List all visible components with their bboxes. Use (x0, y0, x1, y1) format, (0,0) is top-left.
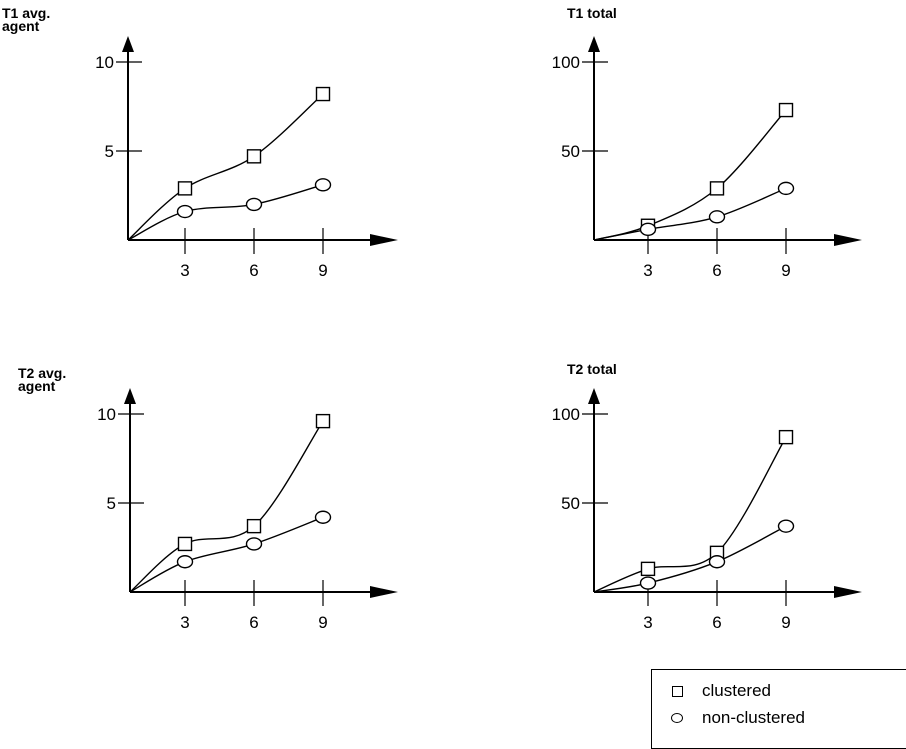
x-tick-label: 3 (180, 613, 189, 632)
legend-label-non-clustered: non-clustered (702, 708, 806, 727)
x-axis-arrow-icon (834, 234, 862, 246)
y-axis-label: T2 total (567, 361, 617, 377)
data-point-non-clustered (176, 555, 194, 569)
chart-panel-3: T2 avg.agent 5 10 3 6 9 (18, 365, 398, 632)
data-point-non-clustered (639, 222, 657, 237)
x-tick-label: 6 (712, 261, 721, 280)
data-point-clustered (246, 518, 262, 534)
x-tick-label: 6 (249, 261, 258, 280)
data-point-non-clustered (314, 178, 332, 192)
y-tick-label: 50 (561, 494, 580, 513)
y-tick-label: 10 (95, 53, 114, 72)
y-tick-label: 10 (97, 405, 116, 424)
chart-panel-4: T2 total 50 100 3 6 9 (552, 361, 862, 632)
data-point-clustered (709, 181, 725, 196)
y-tick-label: 5 (107, 494, 116, 513)
data-point-clustered (640, 561, 656, 577)
y-axis-arrow-icon (588, 36, 600, 52)
data-point-non-clustered (708, 555, 726, 569)
circle-marker-icon (671, 713, 683, 723)
y-axis-label: T1 total (567, 5, 617, 21)
legend: clustered non-clustered (651, 669, 906, 749)
data-point-non-clustered (314, 510, 332, 524)
y-axis-label: agent (18, 378, 56, 394)
data-point-clustered (315, 86, 331, 102)
data-point-clustered (778, 429, 794, 445)
y-tick-label: 5 (105, 142, 114, 161)
chart-panel-2: T1 total 50 100 3 6 9 (552, 5, 862, 280)
series-line-non-clustered (593, 187, 787, 241)
legend-item-non-clustered: non-clustered (652, 707, 805, 729)
y-axis-arrow-icon (124, 388, 136, 404)
x-tick-label: 9 (318, 261, 327, 280)
y-tick-label: 50 (561, 142, 580, 161)
x-axis-arrow-icon (834, 586, 862, 598)
x-tick-label: 9 (318, 613, 327, 632)
data-point-clustered (315, 413, 331, 429)
y-tick-label: 100 (552, 53, 580, 72)
y-axis-arrow-icon (122, 36, 134, 52)
data-point-non-clustered (777, 181, 795, 196)
x-tick-label: 3 (643, 613, 652, 632)
x-tick-label: 6 (712, 613, 721, 632)
series-line-clustered (593, 436, 787, 593)
y-axis-label: T2 avg. (18, 365, 66, 381)
x-tick-label: 3 (180, 261, 189, 280)
legend-item-clustered: clustered (652, 680, 771, 702)
data-point-non-clustered (777, 519, 795, 533)
x-tick-label: 9 (781, 613, 790, 632)
x-axis-arrow-icon (370, 586, 398, 598)
series-line-non-clustered (129, 516, 324, 593)
x-tick-label: 9 (781, 261, 790, 280)
data-point-non-clustered (245, 537, 263, 551)
data-point-clustered (177, 181, 193, 196)
y-axis-label: agent (2, 18, 40, 34)
x-axis-arrow-icon (370, 234, 398, 246)
data-point-non-clustered (708, 210, 726, 224)
data-point-clustered (778, 102, 794, 118)
data-point-clustered (177, 536, 193, 552)
y-axis-label: T1 avg. (2, 5, 50, 21)
y-tick-label: 100 (552, 405, 580, 424)
series-line-clustered (593, 109, 787, 241)
x-tick-label: 6 (249, 613, 258, 632)
series-line-clustered (127, 93, 324, 241)
chart-panel-1: T1 avg.agent 5 10 3 6 9 (2, 5, 398, 280)
data-point-non-clustered (245, 197, 263, 212)
legend-label-clustered: clustered (702, 681, 771, 700)
x-tick-label: 3 (643, 261, 652, 280)
series-line-clustered (129, 420, 324, 593)
data-point-non-clustered (639, 576, 657, 590)
series-line-non-clustered (593, 525, 787, 593)
data-point-non-clustered (176, 204, 194, 219)
y-axis-arrow-icon (588, 388, 600, 404)
data-point-clustered (246, 149, 262, 164)
series-line-non-clustered (127, 184, 324, 241)
square-marker-icon (671, 685, 683, 697)
